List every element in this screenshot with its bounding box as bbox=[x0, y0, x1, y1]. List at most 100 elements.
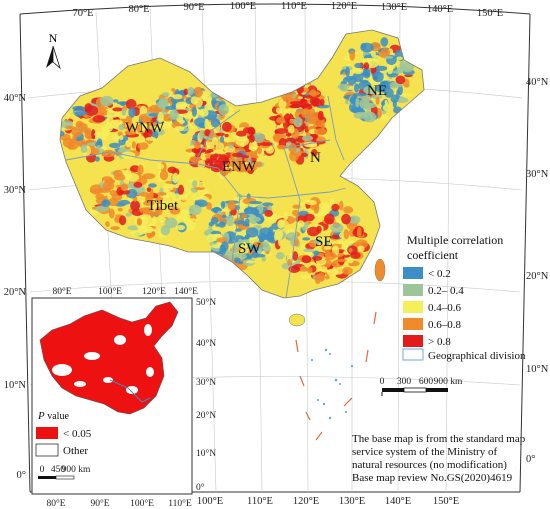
correlation-patch bbox=[380, 37, 389, 47]
correlation-patch bbox=[341, 242, 348, 252]
correlation-patch bbox=[399, 93, 413, 97]
correlation-patch bbox=[309, 96, 320, 107]
correlation-patch bbox=[289, 89, 294, 97]
correlation-patch bbox=[245, 260, 256, 264]
correlation-patch bbox=[94, 105, 108, 111]
correlation-patch bbox=[283, 211, 289, 221]
correlation-patch bbox=[206, 141, 215, 150]
correlation-patch bbox=[253, 161, 263, 168]
scale-label: 0 bbox=[380, 377, 385, 387]
correlation-patch bbox=[252, 132, 266, 144]
correlation-patch bbox=[188, 204, 202, 216]
correlation-patch bbox=[142, 173, 156, 180]
correlation-patch bbox=[112, 107, 123, 112]
correlation-patch bbox=[125, 142, 133, 147]
note-line: The base map is from the standard map bbox=[352, 433, 526, 445]
correlation-patch bbox=[178, 184, 184, 195]
correlation-patch bbox=[247, 155, 252, 167]
correlation-patch bbox=[112, 99, 119, 103]
correlation-patch bbox=[105, 221, 110, 227]
correlation-patch bbox=[399, 60, 406, 71]
correlation-patch bbox=[176, 215, 181, 222]
correlation-patch bbox=[95, 205, 109, 212]
correlation-patch bbox=[300, 275, 313, 279]
correlation-patch bbox=[312, 256, 323, 261]
correlation-patch bbox=[224, 145, 236, 153]
correlation-patch bbox=[349, 50, 356, 61]
correlation-patch bbox=[339, 232, 344, 239]
correlation-patch bbox=[172, 193, 181, 201]
correlation-patch bbox=[121, 151, 136, 159]
correlation-patch bbox=[310, 116, 317, 124]
correlation-patch bbox=[252, 216, 261, 222]
region-label: WNW bbox=[125, 120, 165, 136]
correlation-patch bbox=[314, 128, 327, 136]
correlation-patch bbox=[352, 67, 364, 75]
correlation-patch bbox=[74, 111, 88, 115]
correlation-patch bbox=[215, 223, 220, 227]
correlation-patch bbox=[276, 117, 287, 124]
correlation-patch bbox=[117, 131, 123, 137]
inset-map: 80°E 100°E 120°E 140°E 80°E 90°E 100°E 110°E 5… bbox=[31, 286, 216, 509]
correlation-patch bbox=[343, 229, 350, 240]
correlation-patch bbox=[65, 126, 77, 130]
correlation-patch bbox=[222, 121, 232, 132]
correlation-patch bbox=[118, 200, 131, 205]
right-lat-label: 0° bbox=[526, 454, 535, 465]
north-arrow-icon: N bbox=[46, 31, 61, 70]
inset-label-significant: < 0.05 bbox=[63, 428, 92, 440]
correlation-patch bbox=[125, 99, 137, 110]
correlation-patch bbox=[343, 206, 354, 214]
legend-title-line2: coefficient bbox=[407, 248, 459, 262]
left-lat-label: 20°N bbox=[4, 287, 27, 298]
correlation-patch bbox=[197, 181, 205, 188]
correlation-patch bbox=[289, 143, 297, 153]
legend-item-label: 0.2– 0.4 bbox=[428, 285, 464, 297]
correlation-patch bbox=[313, 238, 322, 244]
correlation-patch bbox=[130, 200, 141, 211]
correlation-patch bbox=[284, 137, 297, 144]
correlation-patch bbox=[175, 104, 187, 111]
correlation-patch bbox=[193, 141, 201, 150]
correlation-patch bbox=[215, 132, 225, 137]
scale-label: 900 km bbox=[434, 377, 463, 387]
correlation-patch bbox=[121, 114, 127, 120]
correlation-patch bbox=[260, 142, 273, 147]
correlation-patch bbox=[294, 80, 303, 87]
correlation-patch bbox=[339, 200, 344, 211]
correlation-patch bbox=[265, 251, 270, 255]
correlation-patch bbox=[218, 104, 229, 116]
correlation-patch bbox=[330, 223, 344, 233]
correlation-patch bbox=[299, 98, 308, 108]
correlation-patch bbox=[165, 105, 178, 110]
inset-right-lat-label: 50°N bbox=[196, 297, 216, 308]
correlation-patch bbox=[277, 144, 287, 150]
correlation-patch bbox=[396, 56, 403, 61]
correlation-patch bbox=[311, 149, 318, 157]
correlation-patch bbox=[125, 173, 140, 182]
top-longitude-labels: 70°E 80°E 90°E 100°E 110°E 120°E 130°E 140°E 150… bbox=[72, 1, 503, 19]
correlation-patch bbox=[190, 96, 199, 105]
correlation-patch bbox=[124, 130, 137, 136]
right-lat-label: 10°N bbox=[526, 364, 549, 375]
legend-swatch bbox=[403, 267, 423, 279]
hainan-island bbox=[288, 313, 306, 327]
correlation-patch bbox=[248, 201, 263, 205]
correlation-patch bbox=[324, 213, 335, 225]
left-lat-label: 10°N bbox=[4, 380, 27, 391]
correlation-patch bbox=[288, 124, 295, 134]
correlation-patch bbox=[259, 227, 273, 237]
correlation-patch bbox=[71, 128, 83, 137]
correlation-patch bbox=[248, 140, 258, 152]
correlation-patch bbox=[84, 103, 93, 113]
note-line: Base map review No.GS(2020)4619 bbox=[352, 472, 513, 484]
bottom-lon-label: 120°E bbox=[293, 496, 319, 507]
correlation-patch bbox=[313, 205, 320, 214]
correlation-patch bbox=[302, 248, 314, 253]
legend-item-label: 0.6–0.8 bbox=[428, 319, 462, 331]
correlation-patch bbox=[275, 252, 285, 260]
correlation-patch bbox=[91, 129, 96, 140]
correlation-patch bbox=[112, 169, 123, 177]
correlation-patch bbox=[363, 62, 370, 70]
correlation-patch bbox=[108, 208, 115, 219]
